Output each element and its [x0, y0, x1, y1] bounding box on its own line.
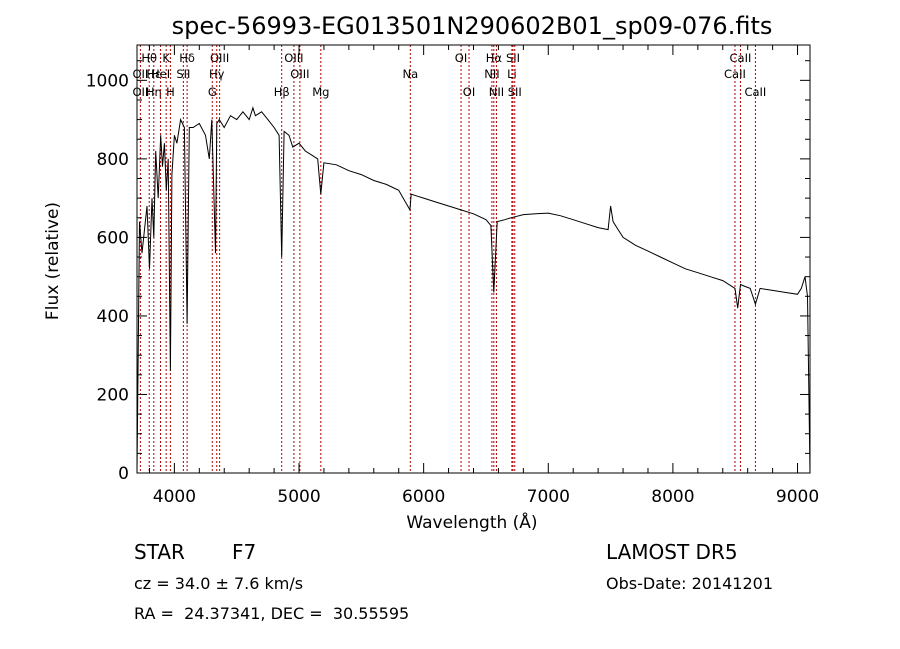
y-tick-label: 1000: [86, 71, 129, 91]
line-marker-label: OII: [132, 67, 148, 81]
object-class: STAR: [134, 540, 185, 564]
line-marker-label: H: [166, 85, 175, 99]
line-marker-label: Hη: [146, 85, 162, 99]
x-axis-label: Wavelength (Å): [406, 511, 537, 533]
object-subclass: F7: [232, 540, 257, 564]
line-marker-label: Li: [507, 67, 517, 81]
line-marker-label: NII: [489, 85, 504, 99]
line-marker-label: Hγ: [209, 67, 225, 81]
y-tick-label: 200: [97, 385, 129, 405]
line-marker-label: SII: [508, 85, 522, 99]
line-marker-label: CaII: [744, 85, 766, 99]
line-marker-label: Hε: [146, 67, 161, 81]
x-tick-label: 7000: [527, 487, 570, 507]
axis-ticks: 4000 5000 6000 7000 8000 9000 0 200 400 600 800 100…: [86, 45, 819, 507]
chart-title: spec-56993-EG013501N290602B01_sp09-076.f…: [172, 12, 773, 40]
x-tick-label: 8000: [651, 487, 694, 507]
line-marker-label: Mg: [312, 85, 329, 99]
spectrum-line: [136, 106, 811, 474]
line-marker-label: Hθ: [141, 51, 157, 65]
y-tick-label: 600: [97, 228, 129, 248]
line-marker-label: Na: [402, 67, 418, 81]
line-marker-label: SII: [176, 67, 190, 81]
line-marker-label: HeI: [151, 67, 170, 81]
line-marker-label: SII: [506, 51, 520, 65]
y-tick-label: 400: [97, 307, 129, 327]
line-marker-label: OIII: [210, 51, 229, 65]
x-tick-label: 4000: [153, 487, 196, 507]
observation-date: Obs-Date: 20141201: [606, 574, 774, 593]
y-axis-label: Flux (relative): [43, 202, 63, 320]
y-tick-label: 0: [118, 464, 129, 484]
line-marker-label: OIII: [284, 51, 303, 65]
redshift-cz: cz = 34.0 ± 7.6 km/s: [134, 574, 304, 593]
line-marker-label: Hα: [486, 51, 503, 65]
line-marker-label: CaII: [724, 67, 746, 81]
line-marker-label: OI: [463, 85, 475, 99]
coordinates: RA = 24.37341, DEC = 30.55595: [134, 604, 410, 623]
line-marker-label: G: [208, 85, 217, 99]
survey-name: LAMOST DR5: [606, 540, 738, 564]
line-marker-label: NII: [484, 67, 499, 81]
line-marker-label: OII: [132, 85, 148, 99]
x-tick-label: 6000: [402, 487, 445, 507]
line-marker-label: Hδ: [179, 51, 195, 65]
line-marker-label: OIII: [290, 67, 309, 81]
y-tick-label: 800: [97, 150, 129, 170]
line-marker-label: CaII: [730, 51, 752, 65]
line-marker-label: Hβ: [274, 85, 290, 99]
line-marker-label: OI: [455, 51, 467, 65]
line-marker-label: K: [162, 51, 170, 65]
x-tick-label: 5000: [277, 487, 320, 507]
x-tick-label: 9000: [776, 487, 819, 507]
plot-frame: [136, 44, 811, 474]
